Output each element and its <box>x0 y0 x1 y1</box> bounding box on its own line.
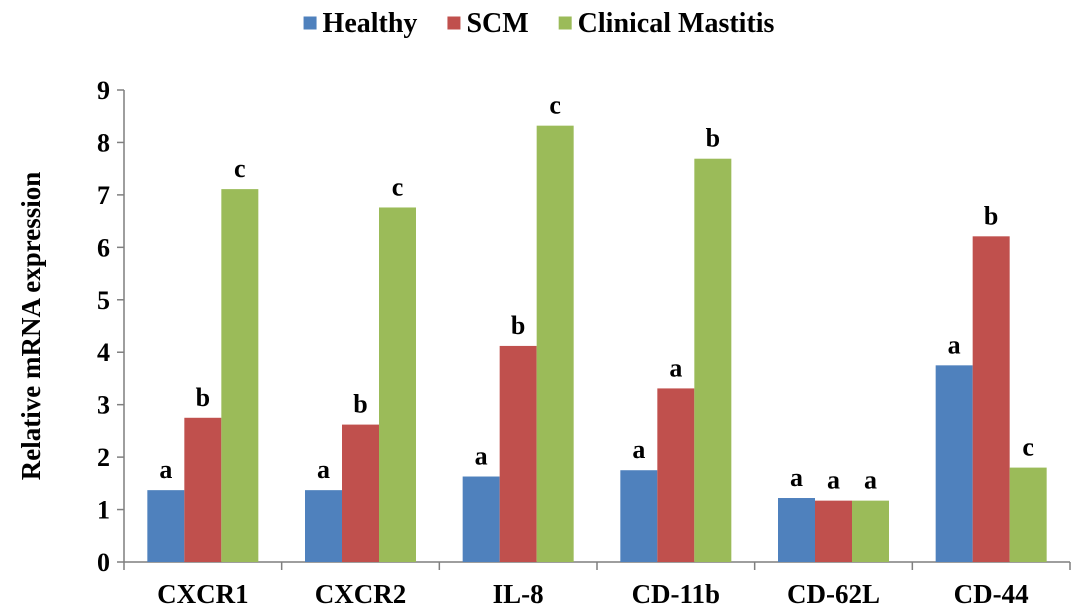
bar-clinical-mastitis-cd-62l <box>852 500 889 562</box>
bar-significance-label: a <box>827 466 840 495</box>
y-tick-label: 8 <box>97 128 110 157</box>
bar-significance-label: a <box>159 455 172 484</box>
axes: 0 1 2 3 4 5 6 7 8 9 CXCR1 CXCR2 IL-8 CD-11b CD-62L CD-4… <box>97 76 1071 609</box>
y-tick-label: 0 <box>97 548 110 577</box>
legend-label: SCM <box>466 8 528 39</box>
bar-significance-label: c <box>549 91 561 120</box>
y-axis-label-group: Relative mRNA expression <box>16 172 46 480</box>
bar-significance-label: a <box>864 466 877 495</box>
bar-healthy-il-8 <box>462 476 500 562</box>
bar-significance-label: b <box>353 390 367 419</box>
bar-significance-label: b <box>706 124 720 153</box>
legend-label: Healthy <box>323 8 418 39</box>
bar-clinical-mastitis-cd-11b <box>694 158 732 563</box>
bar-healthy-cd-44 <box>935 365 973 562</box>
legend-swatch <box>303 16 317 30</box>
bar-scm-il-8 <box>499 345 537 562</box>
legend-label: Clinical Mastitis <box>578 8 775 39</box>
bar-significance-label: c <box>1022 433 1034 462</box>
y-tick-label: 3 <box>97 391 110 420</box>
bar-significance-label: b <box>511 311 525 340</box>
y-tick-label: 1 <box>97 496 110 525</box>
x-category-label: CD-44 <box>954 579 1029 609</box>
y-axis-label: Relative mRNA expression <box>16 172 46 480</box>
y-tick-label: 2 <box>97 443 110 472</box>
bar-healthy-cd-11b <box>620 470 658 562</box>
x-category-label: CXCR1 <box>157 579 249 609</box>
bar-significance-label: a <box>632 435 645 464</box>
legend-swatch <box>447 16 461 30</box>
bar-healthy-cxcr2 <box>305 490 342 562</box>
bar-scm-cxcr1 <box>184 417 222 562</box>
bar-significance-label: c <box>234 154 246 183</box>
bar-healthy-cxcr1 <box>147 490 185 562</box>
y-tick-label: 5 <box>97 286 110 315</box>
bar-healthy-cd-62l <box>778 498 815 562</box>
y-tick-label: 9 <box>97 76 110 105</box>
bar-significance-label: a <box>475 442 488 471</box>
bar-significance-label: b <box>984 201 998 230</box>
x-category-label: IL-8 <box>493 579 544 609</box>
bar-scm-cxcr2 <box>342 424 379 562</box>
x-category-label: CD-11b <box>632 579 721 609</box>
bar-clinical-mastitis-cd-44 <box>1009 467 1047 562</box>
bar-significance-label: b <box>196 383 210 412</box>
bar-clinical-mastitis-cxcr1 <box>221 189 259 562</box>
x-category-label: CD-62L <box>787 579 880 609</box>
y-tick-label: 4 <box>97 338 110 367</box>
bar-scm-cd-62l <box>815 500 852 562</box>
legend: Healthy SCM Clinical Mastitis <box>303 8 775 39</box>
x-category-label: CXCR2 <box>315 579 407 609</box>
bar-scm-cd-44 <box>972 236 1010 562</box>
bars <box>147 125 1047 563</box>
bar-scm-cd-11b <box>657 388 695 562</box>
bar-significance-label: a <box>669 353 682 382</box>
y-tick-label: 6 <box>97 233 110 262</box>
bar-clinical-mastitis-il-8 <box>536 125 574 562</box>
y-tick-label: 7 <box>97 181 110 210</box>
bar-significance-label: c <box>392 172 404 201</box>
bar-clinical-mastitis-cxcr2 <box>379 207 416 562</box>
legend-swatch <box>558 16 572 30</box>
bar-significance-label: a <box>790 463 803 492</box>
bar-significance-label: a <box>948 330 961 359</box>
bar-significance-label: a <box>317 455 330 484</box>
